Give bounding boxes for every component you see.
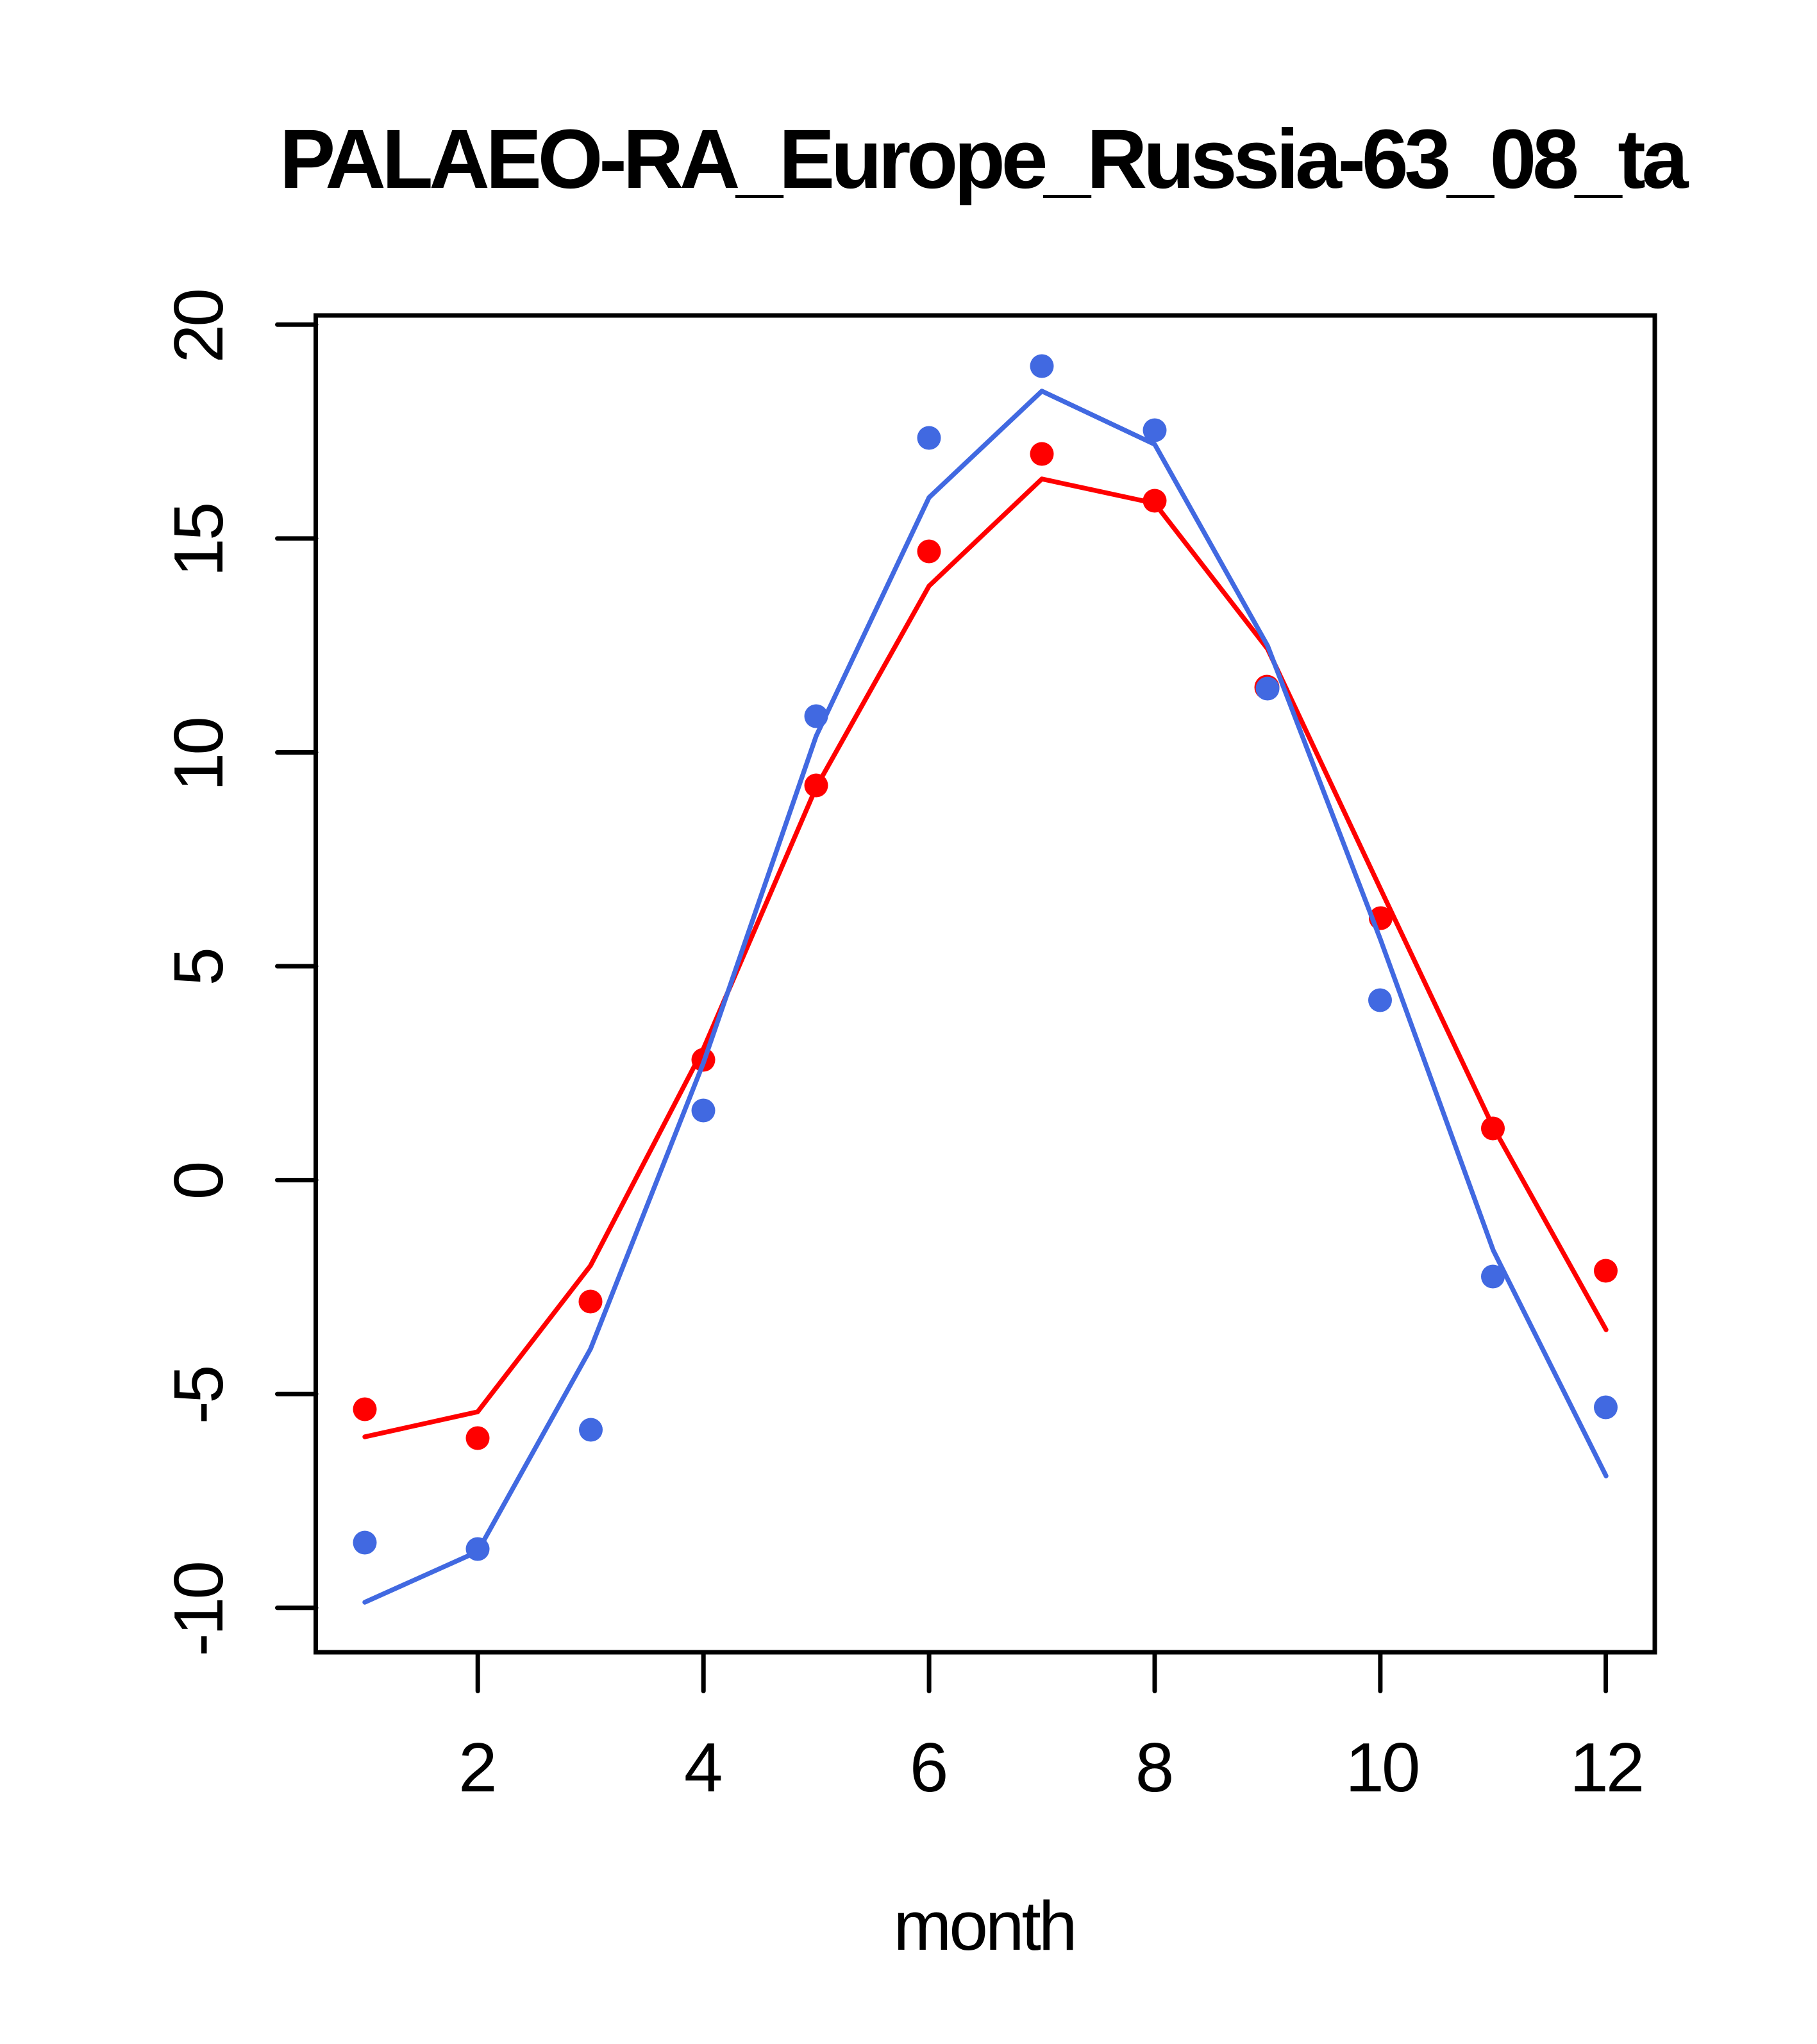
svg-text:10: 10 [1345,1729,1418,1807]
svg-text:8: 8 [1135,1729,1175,1807]
svg-text:5: 5 [160,947,238,986]
svg-text:6: 6 [910,1729,949,1807]
svg-text:12: 12 [1570,1729,1642,1807]
svg-text:2: 2 [458,1729,498,1807]
svg-text:month: month [894,1887,1075,1965]
svg-text:-10: -10 [160,1563,238,1657]
svg-text:4: 4 [684,1729,723,1807]
svg-text:10: 10 [160,719,238,792]
svg-text:PALAEO-RA_Europe_Russia-63_08_: PALAEO-RA_Europe_Russia-63_08_ta [280,112,1689,206]
svg-text:0: 0 [160,1161,238,1200]
svg-text:15: 15 [160,504,238,577]
svg-text:-5: -5 [160,1367,238,1424]
svg-text:20: 20 [160,290,238,364]
